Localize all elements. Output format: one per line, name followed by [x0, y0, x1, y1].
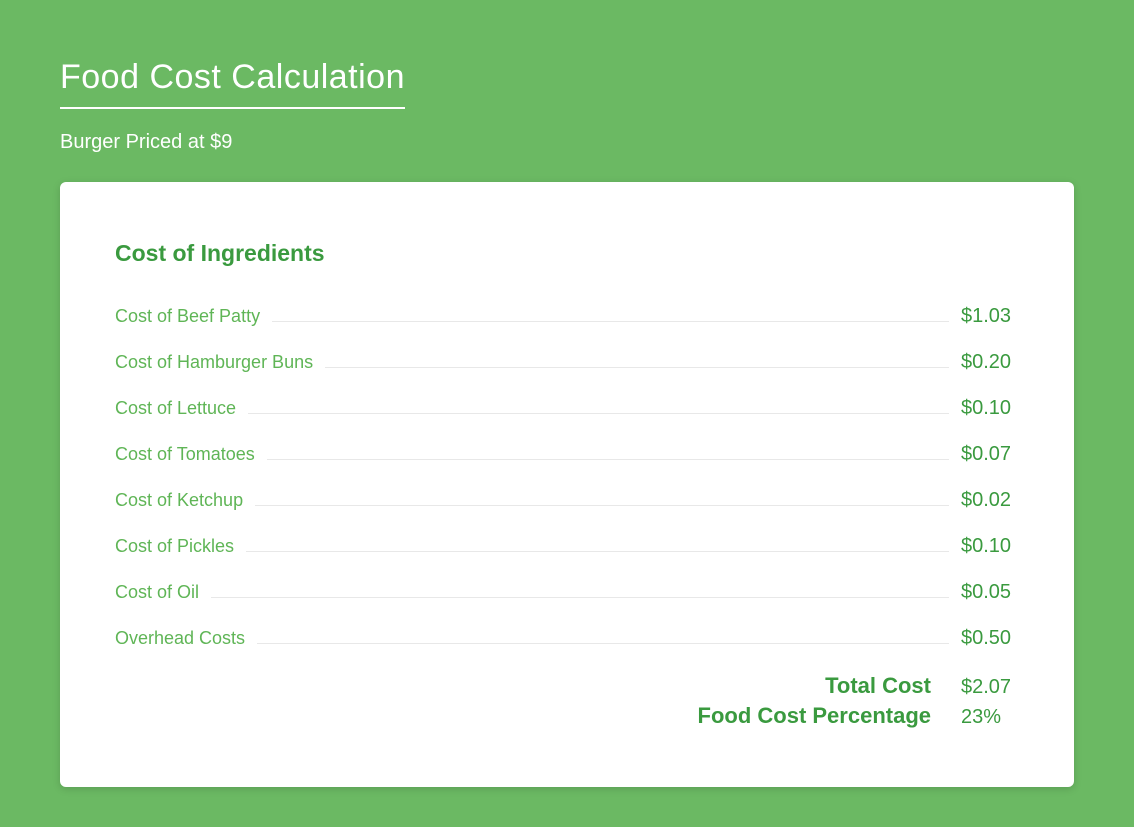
line-separator: [272, 321, 949, 322]
ingredient-value: $0.05: [961, 581, 1019, 604]
percentage-value: 23%: [961, 706, 1019, 729]
ingredient-label: Cost of Ketchup: [115, 490, 243, 511]
total-cost-row: Total Cost $2.07: [115, 673, 1019, 699]
percentage-label: Food Cost Percentage: [698, 703, 931, 729]
total-cost-value: $2.07: [961, 676, 1019, 699]
ingredient-label: Cost of Beef Patty: [115, 306, 260, 327]
ingredient-row: Cost of Oil $0.05: [115, 581, 1019, 604]
line-separator: [325, 367, 949, 368]
ingredient-value: $0.20: [961, 351, 1019, 374]
ingredient-label: Cost of Pickles: [115, 536, 234, 557]
ingredient-value: $1.03: [961, 305, 1019, 328]
line-separator: [255, 505, 949, 506]
ingredients-list: Cost of Beef Patty $1.03 Cost of Hamburg…: [115, 305, 1019, 650]
ingredient-value: $0.02: [961, 489, 1019, 512]
page-subtitle: Burger Priced at $9: [60, 131, 1074, 154]
ingredient-label: Cost of Tomatoes: [115, 444, 255, 465]
ingredient-row: Overhead Costs $0.50: [115, 627, 1019, 650]
ingredient-value: $0.50: [961, 627, 1019, 650]
ingredient-row: Cost of Pickles $0.10: [115, 535, 1019, 558]
total-cost-label: Total Cost: [825, 673, 931, 699]
line-separator: [267, 459, 949, 460]
percentage-row: Food Cost Percentage 23%: [115, 703, 1019, 729]
cost-card: Cost of Ingredients Cost of Beef Patty $…: [60, 182, 1074, 787]
line-separator: [211, 597, 949, 598]
ingredient-row: Cost of Lettuce $0.10: [115, 397, 1019, 420]
ingredient-value: $0.07: [961, 443, 1019, 466]
ingredient-value: $0.10: [961, 397, 1019, 420]
ingredient-label: Cost of Hamburger Buns: [115, 352, 313, 373]
line-separator: [257, 643, 949, 644]
ingredient-row: Cost of Tomatoes $0.07: [115, 443, 1019, 466]
line-separator: [246, 551, 949, 552]
line-separator: [248, 413, 949, 414]
section-title: Cost of Ingredients: [115, 240, 1019, 267]
ingredient-label: Cost of Oil: [115, 582, 199, 603]
page-title: Food Cost Calculation: [60, 58, 405, 109]
ingredient-label: Cost of Lettuce: [115, 398, 236, 419]
ingredient-value: $0.10: [961, 535, 1019, 558]
page-container: Food Cost Calculation Burger Priced at $…: [0, 0, 1134, 827]
ingredient-row: Cost of Beef Patty $1.03: [115, 305, 1019, 328]
summary-section: Total Cost $2.07 Food Cost Percentage 23…: [115, 673, 1019, 729]
ingredient-row: Cost of Ketchup $0.02: [115, 489, 1019, 512]
ingredient-row: Cost of Hamburger Buns $0.20: [115, 351, 1019, 374]
ingredient-label: Overhead Costs: [115, 628, 245, 649]
